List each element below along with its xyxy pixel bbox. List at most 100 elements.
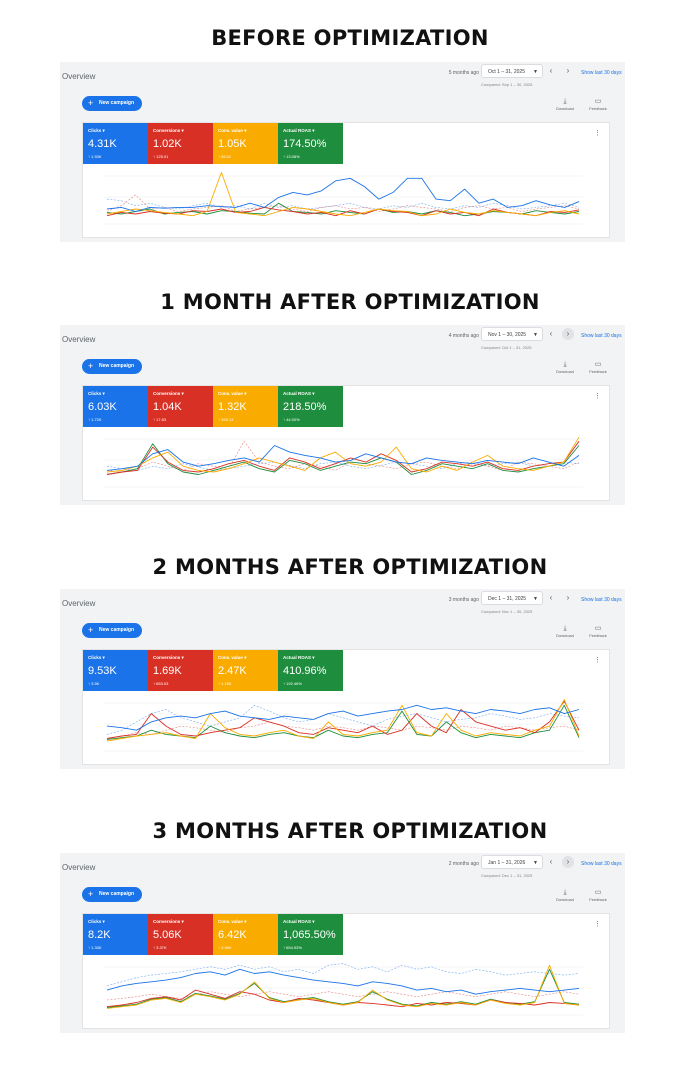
date-range-age: 3 months ago bbox=[448, 597, 479, 603]
feedback-label: Feedback bbox=[589, 106, 607, 111]
metric-label-text: Conversions bbox=[153, 128, 181, 133]
feedback-label: Feedback bbox=[589, 369, 607, 374]
metric-change: ↑ 44.00% bbox=[283, 417, 300, 422]
metric-value: 8.2K bbox=[88, 929, 111, 941]
metric-value: 1.69K bbox=[153, 665, 182, 677]
overview-screenshot: Overview 2 months ago Jan 1 – 31, 2026 ▼ Com… bbox=[60, 853, 625, 1033]
show-last-30-days-link[interactable]: Show last 30 days bbox=[581, 597, 622, 603]
series-line-conversions bbox=[106, 700, 580, 739]
caret-down-icon: ▾ bbox=[242, 391, 247, 396]
new-campaign-button[interactable]: + New campaign bbox=[82, 359, 142, 374]
metric-value: 1,065.50% bbox=[283, 929, 336, 941]
metric-tile-conv-value[interactable]: Conv. value ▾ 6.42K ↑ 3.96K bbox=[213, 914, 278, 955]
more-options-icon[interactable]: ⋮ bbox=[594, 393, 601, 400]
caret-down-icon: ▾ bbox=[311, 128, 315, 133]
date-range-picker[interactable]: Dec 1 – 31, 2025 ▼ bbox=[481, 591, 543, 605]
metric-label-text: Conversions bbox=[153, 655, 181, 660]
new-campaign-label: New campaign bbox=[99, 891, 135, 897]
metric-tile-conv-value[interactable]: Conv. value ▾ 1.32K ↑ 269.13 bbox=[213, 386, 278, 427]
metric-tile-roas[interactable]: Actual ROAS ▾ 410.96% ↑ 192.46% bbox=[278, 650, 343, 691]
date-range-picker[interactable]: Nov 1 – 30, 2025 ▼ bbox=[481, 327, 543, 341]
download-label: Download bbox=[556, 106, 574, 111]
feedback-button[interactable]: ▭ Feedback bbox=[585, 625, 611, 638]
metric-tile-conversions[interactable]: Conversions ▾ 1.02K ↑ 125.01 bbox=[148, 123, 213, 164]
metric-tile-roas[interactable]: Actual ROAS ▾ 218.50% ↑ 44.00% bbox=[278, 386, 343, 427]
new-campaign-button[interactable]: + New campaign bbox=[82, 96, 142, 111]
feedback-button[interactable]: ▭ Feedback bbox=[585, 98, 611, 111]
metric-tile-conv-value[interactable]: Conv. value ▾ 1.05K ↑ 65.01 bbox=[213, 123, 278, 164]
compared-range: Compared: Dec 1 – 31, 2025 bbox=[481, 873, 533, 878]
series-line-conv-prev bbox=[106, 441, 580, 473]
performance-chart-card: Clicks ▾ 6.03K ↑ 1.72K Conversions ▾ 1.04K ↑ … bbox=[82, 385, 610, 501]
metric-label: Conversions ▾ bbox=[153, 391, 184, 397]
show-last-30-days-link[interactable]: Show last 30 days bbox=[581, 333, 622, 339]
next-period-button[interactable]: › bbox=[562, 65, 574, 77]
download-icon: ⤓ bbox=[563, 361, 567, 368]
metric-change-value: 1.93K bbox=[91, 154, 102, 159]
new-campaign-button[interactable]: + New campaign bbox=[82, 887, 142, 902]
download-button[interactable]: ⤓ Download bbox=[552, 361, 578, 374]
next-period-button[interactable]: › bbox=[562, 856, 574, 868]
next-period-button[interactable]: › bbox=[562, 328, 574, 340]
metric-tile-clicks[interactable]: Clicks ▾ 9.53K ↑ 3.5K bbox=[83, 650, 148, 691]
date-range-picker[interactable]: Oct 1 – 31, 2025 ▼ bbox=[481, 64, 543, 78]
chevron-left-icon: ‹ bbox=[549, 593, 553, 602]
download-button[interactable]: ⤓ Download bbox=[552, 889, 578, 902]
section-heading: 1 MONTH AFTER OPTIMIZATION bbox=[160, 290, 540, 314]
arrow-up-icon: ↑ bbox=[283, 154, 287, 159]
previous-period-button[interactable]: ‹ bbox=[545, 65, 557, 77]
feedback-label: Feedback bbox=[589, 633, 607, 638]
metric-tile-clicks[interactable]: Clicks ▾ 6.03K ↑ 1.72K bbox=[83, 386, 148, 427]
new-campaign-button[interactable]: + New campaign bbox=[82, 623, 142, 638]
next-period-button[interactable]: › bbox=[562, 592, 574, 604]
arrow-up-icon: ↑ bbox=[153, 154, 157, 159]
metric-value: 174.50% bbox=[283, 138, 327, 150]
metric-tile-conversions[interactable]: Conversions ▾ 1.04K ↑ 17.83 bbox=[148, 386, 213, 427]
feedback-button[interactable]: ▭ Feedback bbox=[585, 361, 611, 374]
metric-value: 410.96% bbox=[283, 665, 327, 677]
chevron-left-icon: ‹ bbox=[549, 329, 553, 338]
plus-icon: + bbox=[88, 361, 94, 371]
metric-value: 218.50% bbox=[283, 401, 327, 413]
metric-tile-roas[interactable]: Actual ROAS ▾ 174.50% ↑ 13.08% bbox=[278, 123, 343, 164]
metric-label-text: Conv. value bbox=[218, 128, 243, 133]
chevron-right-icon: › bbox=[566, 593, 570, 602]
trend-chart bbox=[103, 963, 583, 1016]
caret-down-icon: ▾ bbox=[101, 655, 105, 660]
feedback-button[interactable]: ▭ Feedback bbox=[585, 889, 611, 902]
date-range-label: Jan 1 – 31, 2026 bbox=[488, 860, 526, 866]
metric-label-text: Clicks bbox=[88, 919, 102, 924]
metric-tile-clicks[interactable]: Clicks ▾ 4.31K ↑ 1.93K bbox=[83, 123, 148, 164]
metric-tile-conversions[interactable]: Conversions ▾ 5.06K ↑ 3.37K bbox=[148, 914, 213, 955]
metric-tile-clicks[interactable]: Clicks ▾ 8.2K ↑ 1.33K bbox=[83, 914, 148, 955]
metric-label: Clicks ▾ bbox=[88, 391, 105, 397]
metric-tile-roas[interactable]: Actual ROAS ▾ 1,065.50% ↑ 654.93% bbox=[278, 914, 343, 955]
download-button[interactable]: ⤓ Download bbox=[552, 98, 578, 111]
more-options-icon[interactable]: ⋮ bbox=[594, 657, 601, 664]
metric-change-value: 3.96K bbox=[221, 945, 232, 950]
download-button[interactable]: ⤓ Download bbox=[552, 625, 578, 638]
metric-change: ↑ 654.93% bbox=[283, 945, 302, 950]
trend-chart bbox=[103, 436, 583, 488]
date-range-picker[interactable]: Jan 1 – 31, 2026 ▼ bbox=[481, 855, 543, 869]
previous-period-button[interactable]: ‹ bbox=[545, 856, 557, 868]
previous-period-button[interactable]: ‹ bbox=[545, 328, 557, 340]
compared-range: Compared: Sep 1 – 30, 2025 bbox=[481, 82, 533, 87]
performance-chart-card: Clicks ▾ 4.31K ↑ 1.93K Conversions ▾ 1.02K ↑ … bbox=[82, 122, 610, 238]
metric-label: Actual ROAS ▾ bbox=[283, 655, 315, 661]
more-options-icon[interactable]: ⋮ bbox=[594, 921, 601, 928]
metric-label: Actual ROAS ▾ bbox=[283, 128, 315, 134]
show-last-30-days-link[interactable]: Show last 30 days bbox=[581, 861, 622, 867]
caret-down-icon: ▾ bbox=[180, 655, 184, 660]
compared-range: Compared: Oct 1 – 31, 2025 bbox=[481, 345, 532, 350]
more-options-icon[interactable]: ⋮ bbox=[594, 130, 601, 137]
metric-tile-conv-value[interactable]: Conv. value ▾ 2.47K ↑ 1.15K bbox=[213, 650, 278, 691]
previous-period-button[interactable]: ‹ bbox=[545, 592, 557, 604]
arrow-up-icon: ↑ bbox=[153, 417, 157, 422]
metric-tile-conversions[interactable]: Conversions ▾ 1.69K ↑ 653.03 bbox=[148, 650, 213, 691]
series-line-clicks bbox=[106, 445, 580, 471]
arrow-up-icon: ↑ bbox=[283, 945, 287, 950]
show-last-30-days-link[interactable]: Show last 30 days bbox=[581, 70, 622, 76]
download-label: Download bbox=[556, 369, 574, 374]
caret-down-icon: ▾ bbox=[101, 391, 105, 396]
